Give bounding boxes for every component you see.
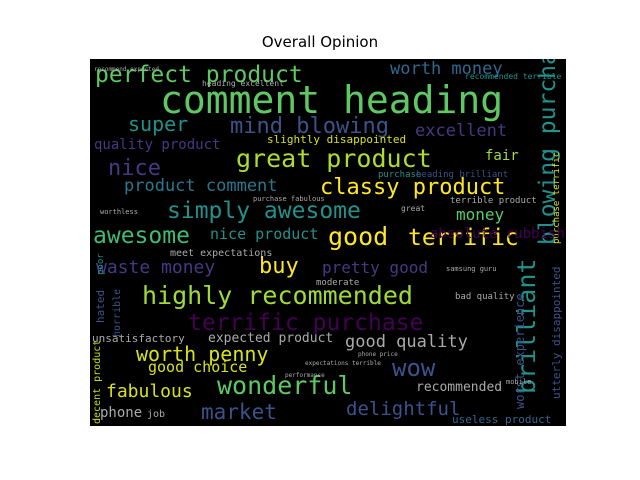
word-expected-product: expected product — [208, 331, 333, 346]
word-meet-expectations: meet expectations — [170, 248, 272, 259]
word-market: market — [201, 400, 277, 424]
word-recommended: recommended — [416, 380, 502, 395]
word-nice: nice — [108, 156, 161, 181]
word-unsatisfactory: unsatisfactory — [92, 332, 185, 345]
word-useless-product: useless product — [452, 413, 551, 426]
chart-title: Overall Opinion — [261, 33, 379, 51]
word-worst-experience: worst experience — [513, 293, 527, 409]
word-wonderful: wonderful — [217, 371, 352, 400]
word-great: great — [401, 204, 425, 213]
word-good-choice: good choice — [148, 358, 247, 376]
wordcloud-canvas: comment heading perfect product worth mone… — [90, 59, 566, 426]
word-fabulous: fabulous — [106, 381, 193, 402]
word-delightful: delightful — [346, 398, 460, 420]
word-excellent: excellent — [415, 121, 507, 141]
word-moderate: moderate — [316, 278, 359, 288]
word-awesome: awesome — [93, 223, 190, 249]
word-purchase-fabulous: purchase fabulous — [253, 195, 325, 203]
word-job: job — [147, 409, 165, 420]
word-slightly-disappointed: slightly disappointed — [267, 133, 406, 146]
word-phone: phone — [100, 405, 142, 421]
word-absolute-rubbish: absolute rubbish — [430, 226, 565, 242]
word-worthless: worthless — [100, 208, 138, 216]
word-wow: wow — [392, 354, 436, 382]
word-hated: hated — [94, 290, 107, 323]
word-classy-product: classy product — [320, 175, 505, 200]
word-waste-money: waste money — [96, 257, 215, 278]
word-phone-price: phone price — [358, 351, 398, 358]
word-utterly-disappointed: utterly disappointed — [550, 267, 563, 399]
word-decent-product: decent product — [92, 340, 103, 424]
word-good: good — [328, 222, 388, 251]
word-heading-excellent: heading excellent — [202, 79, 284, 88]
word-worth-penny: worth penny — [136, 342, 268, 366]
word-bad-quality: bad quality — [455, 292, 515, 302]
word-comment-heading: comment heading — [160, 78, 503, 122]
word-heading-brilliant: heading brilliant — [416, 170, 508, 180]
word-highly-recommended: highly recommended — [142, 281, 413, 310]
word-good-quality: good quality — [345, 332, 468, 352]
word-perfect-product: perfect product — [95, 62, 303, 88]
word-money: money — [456, 205, 505, 224]
word-purchase-terrific: purchase terrific — [552, 152, 562, 244]
word-product-comment: product comment — [124, 176, 278, 196]
word-mobile: mobile — [506, 378, 531, 386]
word-expectations-terrible: expectations terrible — [305, 360, 381, 367]
word-simply-awesome: simply awesome — [167, 198, 361, 224]
word-buy: buy — [259, 254, 299, 279]
word-recommended-terrible: recommended terrible — [465, 72, 562, 81]
word-super: super — [128, 112, 188, 136]
word-recommend-expected: recommend expected — [94, 66, 159, 73]
word-fair: fair — [485, 148, 519, 164]
word-samsung-guru: samsung guru — [446, 265, 497, 273]
word-terrific: terrific — [408, 225, 519, 251]
word-great-product: great product — [236, 144, 432, 173]
word-performance: performance — [285, 372, 325, 379]
word-nice-product: nice product — [210, 225, 318, 243]
word-terrific-purchase: terrific purchase — [188, 310, 423, 336]
word-horrible: horrible — [112, 289, 123, 337]
word-pretty-good: pretty good — [322, 258, 428, 277]
word-worth-money: worth money — [390, 59, 503, 79]
word-terrible-product: terrible product — [450, 196, 537, 206]
word-purchase: purchase — [378, 170, 421, 180]
word-poor: poor — [96, 253, 106, 275]
word-quality-product: quality product — [94, 137, 220, 153]
word-brilliant: brilliant — [512, 259, 541, 394]
word-blowing-purchase: blowing purchase — [535, 59, 561, 245]
word-mind-blowing: mind blowing — [230, 114, 389, 139]
